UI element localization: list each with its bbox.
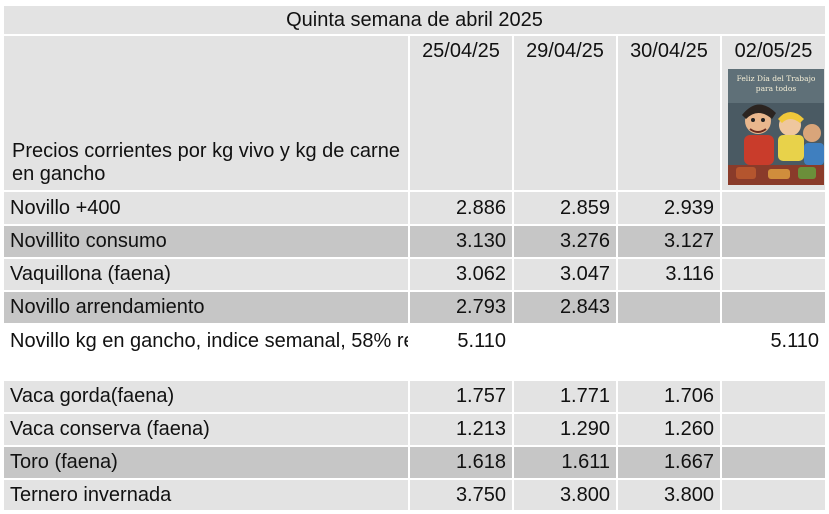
svg-text:para todos: para todos xyxy=(756,84,797,93)
labor-day-greeting-image: Feliz Día del Trabajo para todos xyxy=(728,69,824,185)
price-cell xyxy=(616,290,722,325)
price-cell: 5.110 xyxy=(719,323,828,381)
table-header-row: Precios corrientes por kg vivo y kg de c… xyxy=(2,34,828,192)
price-cell: 3.062 xyxy=(408,257,514,292)
price-cell xyxy=(719,190,828,226)
table-row: Toro (faena) 1.618 1.611 1.667 xyxy=(2,445,828,480)
price-cell xyxy=(719,224,828,259)
price-cell xyxy=(512,323,618,381)
table-row: Novillo +400 2.886 2.859 2.939 xyxy=(2,190,828,226)
price-cell xyxy=(719,412,828,447)
price-cell xyxy=(719,257,828,292)
price-cell: 3.276 xyxy=(512,224,618,259)
price-cell: 3.750 xyxy=(408,478,514,512)
price-cell: 5.110 xyxy=(408,323,514,381)
price-cell: 1.757 xyxy=(408,379,514,414)
row-label: Novillo +400 xyxy=(2,190,410,226)
price-cell: 3.800 xyxy=(512,478,618,512)
price-cell: 2.793 xyxy=(408,290,514,325)
row-label: Novillo kg en gancho, indice semanal, 58… xyxy=(2,323,410,381)
row-label: Novillito consumo xyxy=(2,224,410,259)
date-header: 25/04/25 xyxy=(408,34,514,192)
price-cell: 1.667 xyxy=(616,445,722,480)
table-row: Vaca gorda(faena) 1.757 1.771 1.706 xyxy=(2,379,828,414)
price-cell: 1.618 xyxy=(408,445,514,480)
row-label: Vaquillona (faena) xyxy=(2,257,410,292)
price-cell: 3.800 xyxy=(616,478,722,512)
cattle-price-table: Quinta semana de abril 2025 Precios corr… xyxy=(1,4,828,512)
price-cell xyxy=(719,290,828,325)
table-row: Novillo kg en gancho, indice semanal, 58… xyxy=(2,323,828,381)
row-label: Vaca conserva (faena) xyxy=(2,412,410,447)
price-cell xyxy=(719,379,828,414)
row-label: Ternero invernada xyxy=(2,478,410,512)
price-cell: 3.127 xyxy=(616,224,722,259)
price-cell: 1.611 xyxy=(512,445,618,480)
table-title: Quinta semana de abril 2025 xyxy=(1,4,828,36)
table-row: Novillito consumo 3.130 3.276 3.127 xyxy=(2,224,828,259)
table-row: Novillo arrendamiento 2.793 2.843 xyxy=(2,290,828,325)
price-cell: 2.843 xyxy=(512,290,618,325)
date-header-with-image: 02/05/25 Feliz Día del Trabajo para todo… xyxy=(719,34,828,192)
table-row: Vaquillona (faena) 3.062 3.047 3.116 xyxy=(2,257,828,292)
price-cell xyxy=(719,478,828,512)
price-cell: 3.130 xyxy=(408,224,514,259)
price-cell: 1.706 xyxy=(616,379,722,414)
price-cell: 2.859 xyxy=(512,190,618,226)
table-row: Ternero invernada 3.750 3.800 3.800 xyxy=(2,478,828,512)
date-header: 29/04/25 xyxy=(512,34,618,192)
price-cell: 3.116 xyxy=(616,257,722,292)
svg-text:Feliz Día del Trabajo: Feliz Día del Trabajo xyxy=(737,74,816,83)
row-label: Vaca gorda(faena) xyxy=(2,379,410,414)
date-header: 02/05/25 xyxy=(734,40,813,62)
table-row: Vaca conserva (faena) 1.213 1.290 1.260 xyxy=(2,412,828,447)
price-cell: 1.213 xyxy=(408,412,514,447)
table-title-row: Quinta semana de abril 2025 xyxy=(1,4,828,36)
price-cell: 1.260 xyxy=(616,412,722,447)
price-cell: 1.290 xyxy=(512,412,618,447)
date-header: 30/04/25 xyxy=(616,34,722,192)
price-cell: 3.047 xyxy=(512,257,618,292)
price-cell xyxy=(616,323,722,381)
price-cell: 2.886 xyxy=(408,190,514,226)
row-label: Novillo arrendamiento xyxy=(2,290,410,325)
header-label: Precios corrientes por kg vivo y kg de c… xyxy=(2,34,410,192)
price-cell: 2.939 xyxy=(616,190,722,226)
row-label: Toro (faena) xyxy=(2,445,410,480)
price-cell xyxy=(719,445,828,480)
price-cell: 1.771 xyxy=(512,379,618,414)
